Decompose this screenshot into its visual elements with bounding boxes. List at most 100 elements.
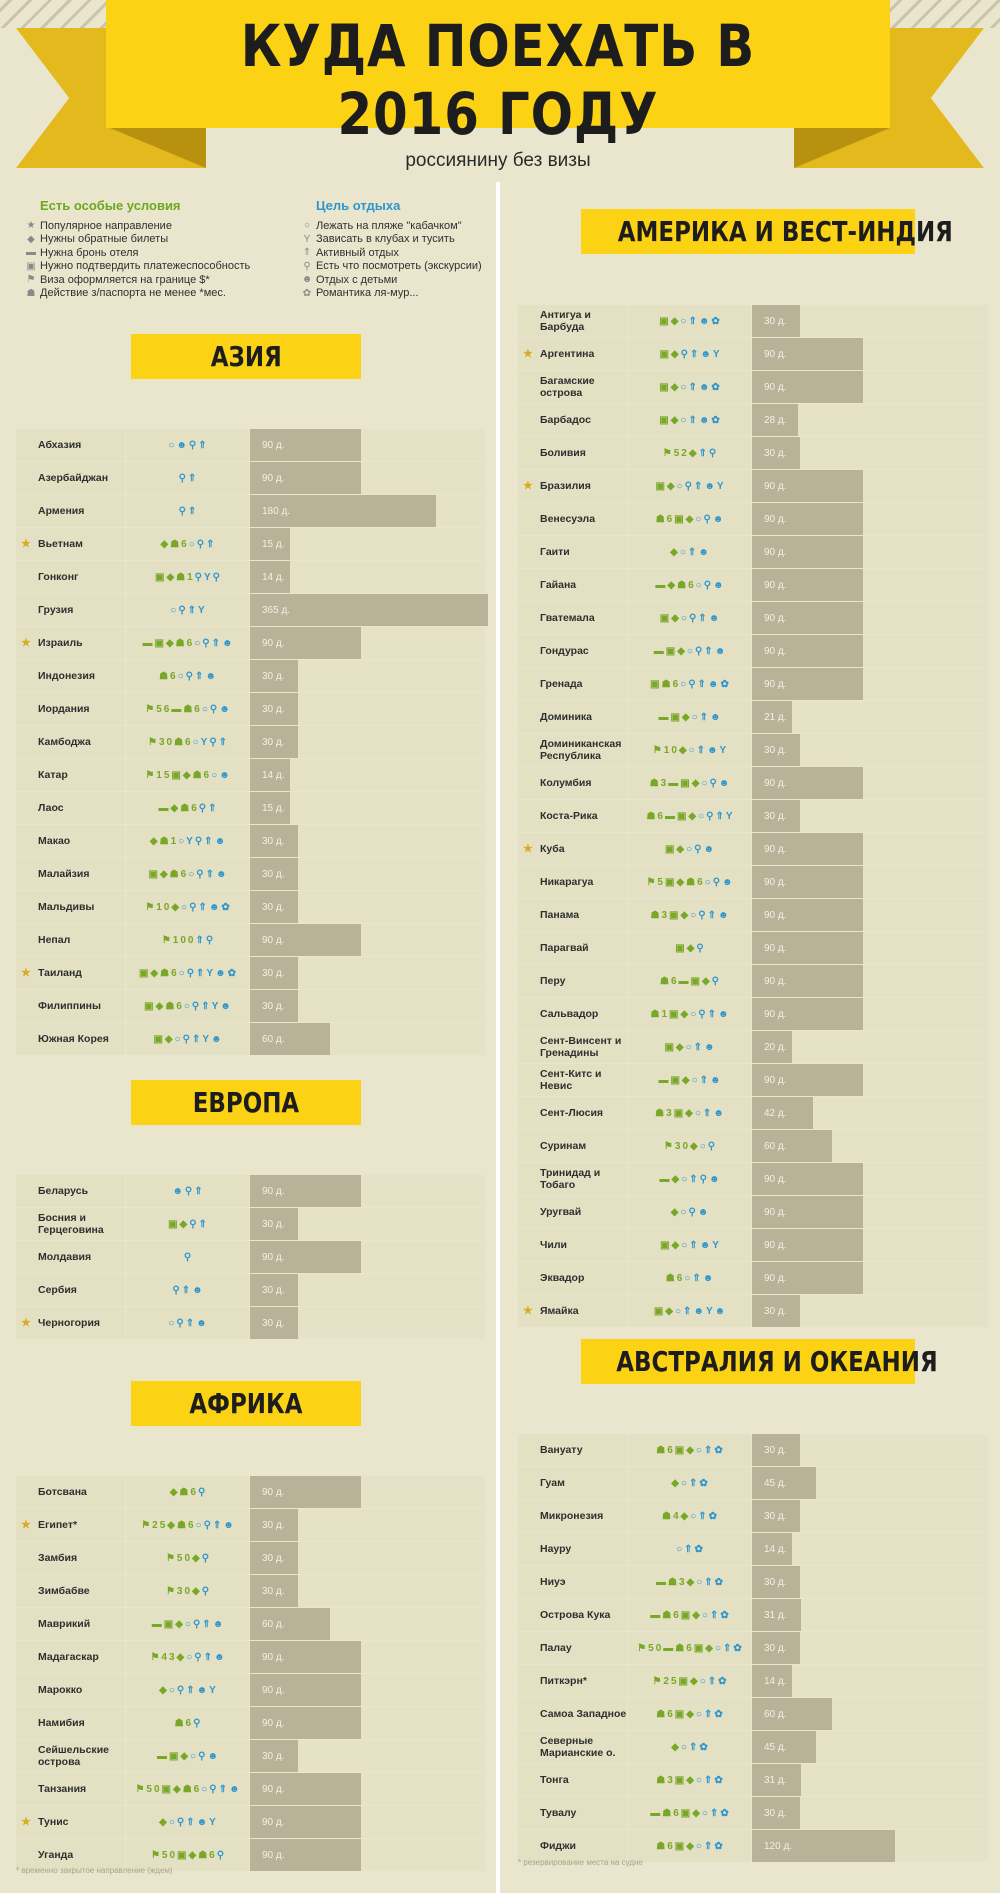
heart-icon: ✿: [302, 287, 312, 299]
country-name-text: Уругвай: [540, 1206, 582, 1218]
country-row: Намибия ☗ 6 ⚲ 90 д.: [16, 1707, 485, 1739]
country-name: ★ Тунис: [16, 1806, 125, 1838]
country-row: Гайана ▬ ◆ ☗ 6 ○ ⚲ ☻ 90 д.: [518, 569, 988, 601]
days-bar: 30 д.: [250, 1740, 298, 1772]
days-bar-track: 60 д.: [752, 1130, 988, 1162]
country-name-text: Доминика: [540, 711, 592, 723]
condition-icons: ▣ ◆ ○ ⇑ ☻ ✿: [628, 404, 751, 436]
country-name-text: Суринам: [540, 1140, 587, 1152]
country-name-text: Иордания: [38, 703, 90, 715]
days-bar-track: 45 д.: [752, 1731, 988, 1763]
country-row: Доминиканская Республика ⚑ 1 0 ◆ ○ ⇑ ☻ Y 30 д.: [518, 734, 988, 766]
condition-icons: ⚑ 5 0 ▣ ◆ ☗ 6 ⚲: [126, 1839, 249, 1871]
days-bar: 30 д.: [752, 734, 800, 766]
country-name: ★ Египет*: [16, 1509, 125, 1541]
ticket-icon: ◆: [27, 233, 35, 245]
legend-item-label: Виза оформляется на границе $*: [40, 273, 210, 286]
country-name-text: Гуам: [540, 1477, 565, 1489]
condition-icons: ▣ ◆ ○ ⚲ ⇑ ☻ Y: [628, 470, 751, 502]
country-name: Фиджи: [518, 1830, 627, 1862]
condition-icons: ⚑ 5 6 ▬ ☗ 6 ○ ⚲ ☻: [126, 693, 249, 725]
days-bar-track: 90 д.: [752, 635, 988, 667]
days-bar: 90 д.: [250, 627, 361, 659]
country-row: Мадагаскар ⚑ 4 3 ◆ ○ ⚲ ⇑ ☻ 90 д.: [16, 1641, 485, 1673]
days-bar: 30 д.: [250, 990, 298, 1022]
country-name: Катар: [16, 759, 125, 791]
country-row: Эквадор ☗ 6 ○ ⇑ ☻ 90 д.: [518, 1262, 988, 1294]
condition-icons: ▬ ☗ 3 ◆ ○ ⇑ ✿: [628, 1566, 751, 1598]
days-bar-track: 45 д.: [752, 1467, 988, 1499]
legend-item: ☗ Действие з/паспорта не менее *мес.: [22, 287, 302, 301]
country-name: Уганда: [16, 1839, 125, 1871]
country-name: Доминиканская Республика: [518, 734, 627, 766]
days-bar: 30 д.: [250, 825, 298, 857]
country-name-text: Азербайджан: [38, 472, 109, 484]
days-bar-track: 30 д.: [250, 1575, 485, 1607]
country-row: Беларусь ☻ ⚲ ⇑ 90 д.: [16, 1175, 485, 1207]
days-bar-track: 180 д.: [250, 495, 485, 527]
legend-item-label: Нужны обратные билеты: [40, 233, 169, 246]
days-bar-track: 14 д.: [250, 759, 485, 791]
country-name-text: Непал: [38, 934, 71, 946]
days-bar: 90 д.: [752, 536, 863, 568]
condition-icons: ☗ 3 ▣ ◆ ○ ⇑ ☻: [628, 1097, 751, 1129]
country-name: Сент-Винсент и Гренадины: [518, 1031, 627, 1063]
days-bar-track: 90 д.: [752, 503, 988, 535]
condition-icons: ▣ ◆ ○ ⚲ ⇑ Y ☻: [126, 1023, 249, 1055]
days-bar: 30 д.: [250, 726, 298, 758]
condition-icons: ☗ 6 ▣ ◆ ○ ⇑ ✿: [628, 1698, 751, 1730]
legend-special-title: Есть особые условия: [40, 198, 181, 213]
country-name: Сербия: [16, 1274, 125, 1306]
days-bar-track: 15 д.: [250, 528, 485, 560]
days-bar-track: 30 д.: [250, 825, 485, 857]
days-bar: 90 д.: [752, 866, 863, 898]
country-name-text: Сальвадор: [540, 1008, 599, 1020]
days-bar-track: 90 д.: [752, 965, 988, 997]
condition-icons: ▣ ◆ ☗ 6 ○ ⚲ ⇑ Y ☻ ✿: [126, 957, 249, 989]
page-title: КУДА ПОЕХАТЬ В 2016 ГОДУ: [240, 12, 756, 148]
condition-icons: ☻ ⚲ ⇑: [126, 1175, 249, 1207]
days-bar-track: 30 д.: [250, 1208, 485, 1240]
pin-icon: ⚲: [303, 260, 311, 272]
days-bar: 90 д.: [250, 1241, 361, 1273]
condition-icons: ☗ 6 ▬ ▣ ◆ ○ ⚲ ⇑ Y: [628, 800, 751, 832]
country-name-text: Гонконг: [38, 571, 79, 583]
country-row: Гонконг ▣ ◆ ☗ 1 ⚲ Y ⚲ 14 д.: [16, 561, 485, 593]
country-name-text: Гватемала: [540, 612, 595, 624]
days-bar-track: 14 д.: [250, 561, 485, 593]
country-row: Вануату ☗ 6 ▣ ◆ ○ ⇑ ✿ 30 д.: [518, 1434, 988, 1466]
days-bar: 30 д.: [250, 1307, 298, 1339]
country-row: Ботсвана ◆ ☗ 6 ⚲ 90 д.: [16, 1476, 485, 1508]
condition-icons: ▬ ☗ 6 ▣ ◆ ○ ⇑ ✿: [628, 1599, 751, 1631]
legend-item-label: Активный отдых: [316, 246, 399, 259]
days-bar: 90 д.: [752, 899, 863, 931]
days-bar: 90 д.: [250, 1806, 361, 1838]
country-name-text: Лаос: [38, 802, 64, 814]
country-name-text: Эквадор: [540, 1272, 585, 1284]
country-row: Камбоджа ⚑ 3 0 ☗ 6 ○ Y ⚲ ⇑ 30 д.: [16, 726, 485, 758]
days-bar: 14 д.: [752, 1665, 792, 1697]
country-row: Босния и Герцеговина ▣ ◆ ⚲ ⇑ 30 д.: [16, 1208, 485, 1240]
days-bar-track: 30 д.: [752, 305, 988, 337]
country-row: Абхазия ○ ☻ ⚲ ⇑ 90 д.: [16, 429, 485, 461]
condition-icons: ⚑ 5 0 ▬ ☗ 6 ▣ ◆ ○ ⇑ ✿: [628, 1632, 751, 1664]
condition-icons: ☗ 1 ▣ ◆ ○ ⚲ ⇑ ☻: [628, 998, 751, 1030]
days-bar: 30 д.: [752, 305, 800, 337]
country-name: Гайана: [518, 569, 627, 601]
days-bar: 30 д.: [250, 957, 298, 989]
country-name: Вануату: [518, 1434, 627, 1466]
condition-icons: ⚑ 1 0 ◆ ○ ⇑ ☻ Y: [628, 734, 751, 766]
legend-item-label: Нужно подтвердить платежеспособность: [40, 260, 251, 273]
star-icon: ★: [523, 843, 533, 855]
country-name-text: Сербия: [38, 1284, 77, 1296]
country-name-text: Зимбабве: [38, 1585, 90, 1597]
country-name-text: Южная Корея: [38, 1033, 109, 1045]
condition-icons: ▣ ◆ ○ ⇑ ☻ ✿: [628, 305, 751, 337]
country-name-text: Макао: [38, 835, 71, 847]
country-row: Гренада ▣ ☗ 6 ○ ⚲ ⇑ ☻ ✿ 90 д.: [518, 668, 988, 700]
country-row: Грузия ○ ⚲ ⇑ Y 365 д.: [16, 594, 488, 626]
legend-item: ☻ Отдых с детьми: [298, 273, 498, 287]
condition-icons: ⚑ 5 0 ▣ ◆ ☗ 6 ○ ⚲ ⇑ ☻: [126, 1773, 249, 1805]
star-icon: ★: [26, 220, 36, 232]
days-bar: 30 д.: [250, 1208, 298, 1240]
